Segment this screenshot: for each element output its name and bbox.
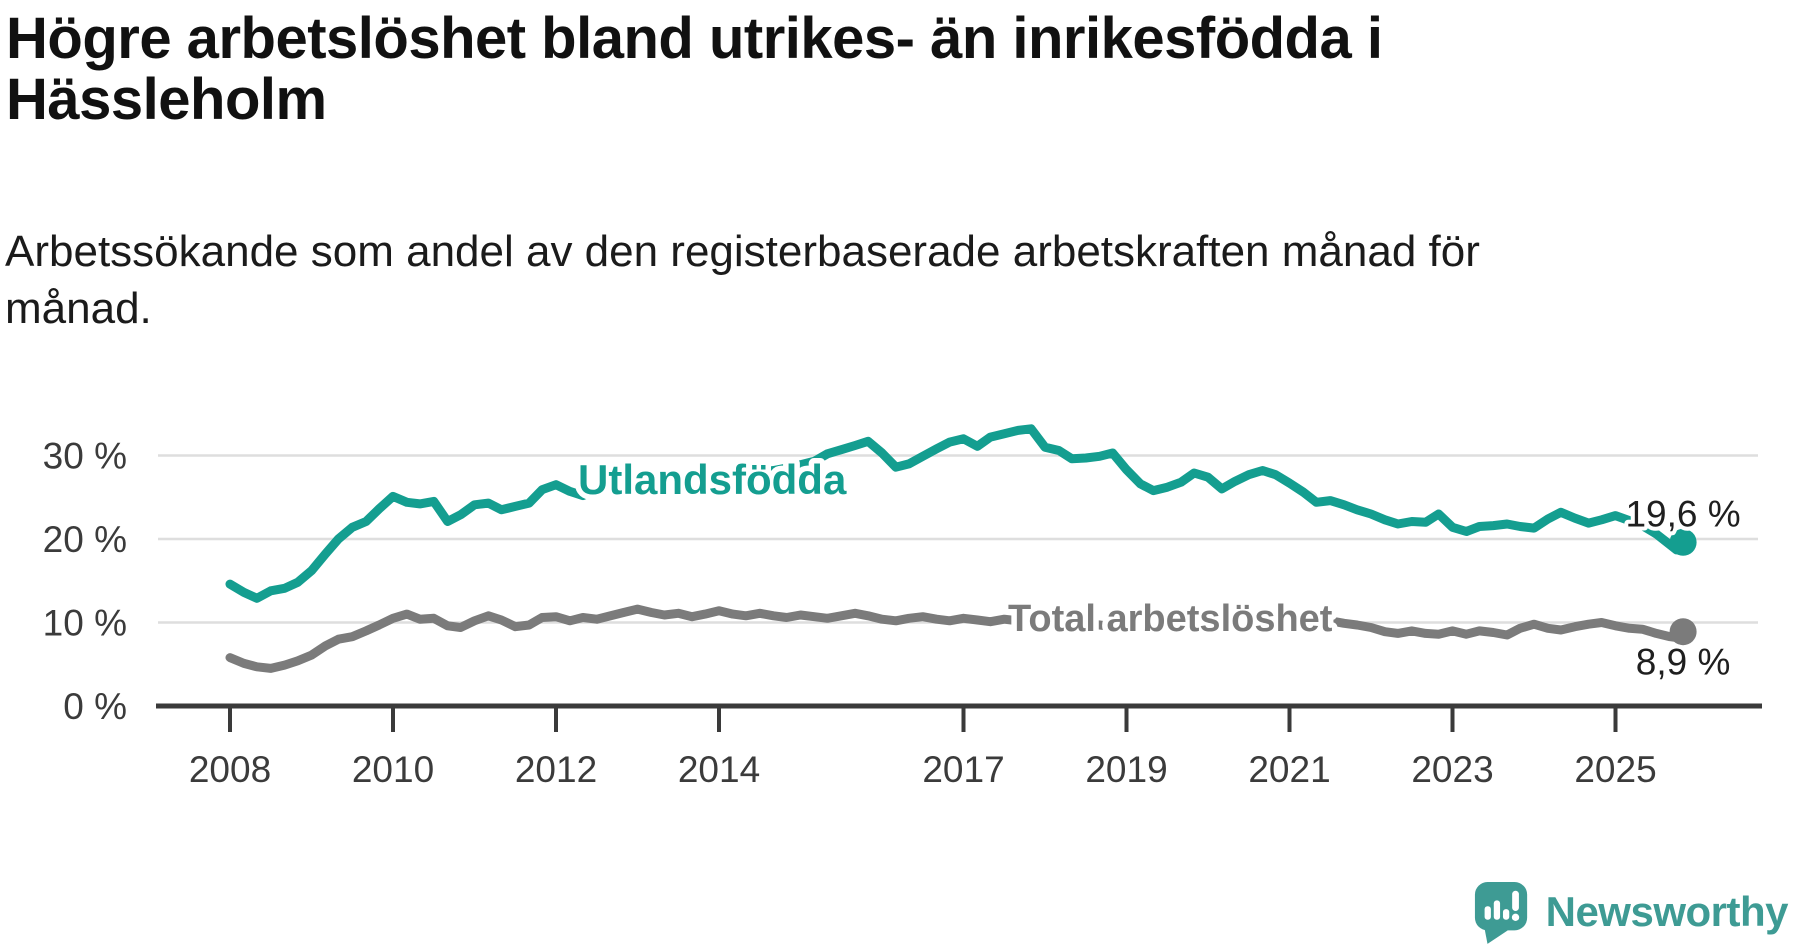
chart-subtitle: Arbetssökande som andel av den registerb… [5,224,1480,338]
y-tick-label-30: 30 % [43,436,127,477]
series-label-utlandsfodda: Utlandsfödda [578,456,847,503]
subtitle-line-2: månad. [5,283,152,333]
series-line-1 [225,604,1688,673]
x-tick-label-2012: 2012 [515,749,597,790]
end-value-label-utlandsfodda: 19,6 % [1625,493,1740,534]
series-label-total: Total arbetslöshet [1008,598,1333,640]
x-tick-label-2008: 2008 [189,749,271,790]
series-line-0 [225,424,1688,603]
series-end-dot-0 [1669,528,1697,556]
chart-labels: Utlandsfödda Total arbetslöshet 19,6 % 8… [573,451,1745,687]
end-value-label-total: 8,9 % [1636,642,1731,683]
x-axis: 2008 2010 2012 2014 2017 2019 2021 2023 2025 [156,703,1762,790]
x-tick-label-2025: 2025 [1574,749,1656,790]
x-tick-label-2017: 2017 [922,749,1004,790]
y-tick-label-20: 20 % [43,519,127,560]
page-title: Högre arbetslöshet bland utrikes- än inr… [6,6,1383,133]
y-tick-label-10: 10 % [43,603,127,644]
title-line-2: Hässleholm [6,67,327,133]
series-end-dot-1 [1669,618,1697,646]
x-tick-label-2014: 2014 [678,749,760,790]
newsworthy-logo: Newsworthy [1473,880,1789,944]
series-lines [225,424,1697,673]
gridlines: 0 % 10 % 20 % 30 % [43,436,1758,727]
x-tick-label-2010: 2010 [352,749,434,790]
newsworthy-wordmark: Newsworthy [1545,888,1789,935]
x-tick-label-2019: 2019 [1085,749,1167,790]
x-tick-label-2021: 2021 [1248,749,1330,790]
x-tick-label-2023: 2023 [1411,749,1493,790]
newsworthy-speech-bubble-chart-icon [1474,882,1527,944]
y-tick-label-0: 0 % [63,686,127,727]
subtitle-line-1: Arbetssökande som andel av den registerb… [5,227,1480,276]
title-line-1: Högre arbetslöshet bland utrikes- än inr… [6,6,1383,71]
